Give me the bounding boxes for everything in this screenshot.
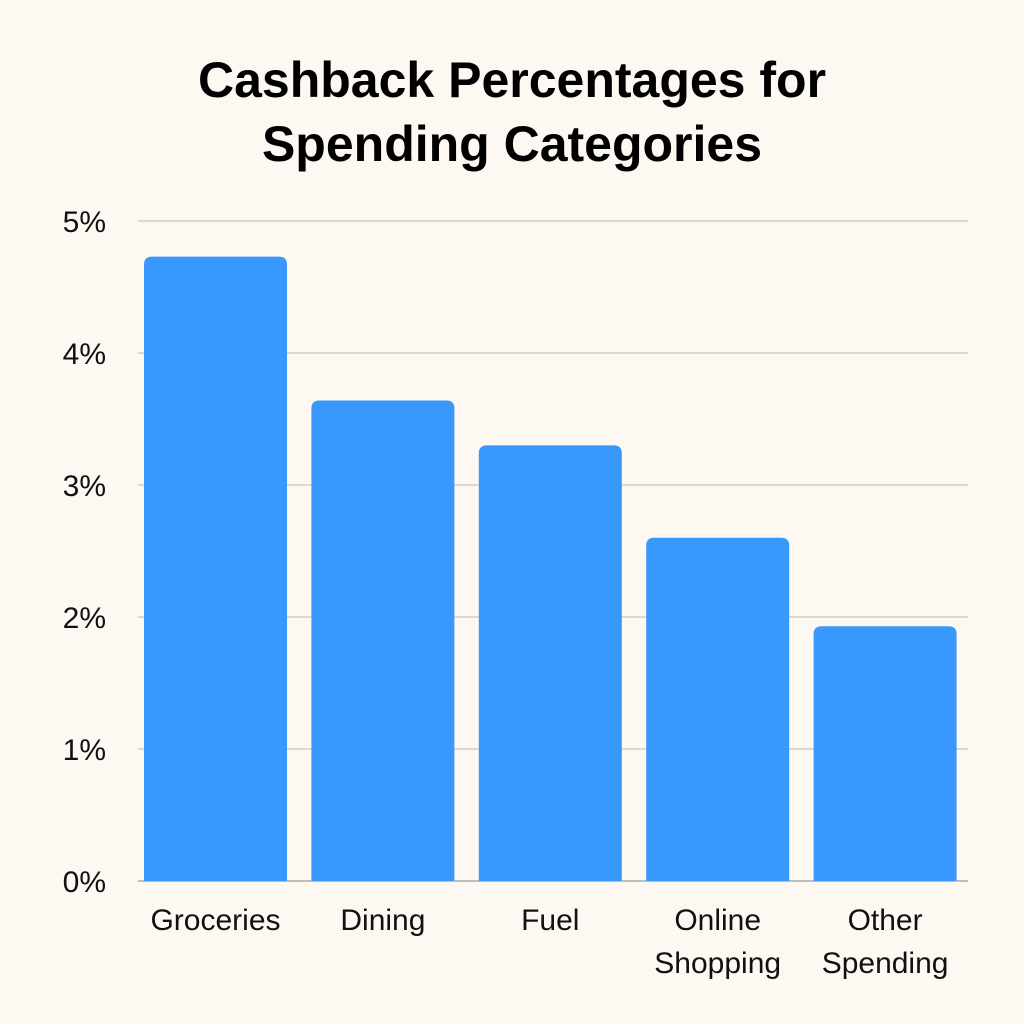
x-tick-label: Dining — [340, 904, 425, 937]
x-tick-label: Online — [674, 904, 761, 937]
bar-groceries — [144, 256, 287, 881]
y-tick-label: 1% — [63, 734, 106, 767]
y-tick-label: 4% — [63, 338, 106, 371]
x-tick-label: Fuel — [521, 904, 579, 937]
chart-title: Cashback Percentages for Spending Catego… — [0, 48, 1024, 176]
y-tick-label: 5% — [63, 206, 106, 239]
bar-other-spending — [813, 626, 957, 881]
bar-dining — [311, 400, 455, 881]
y-tick-label: 3% — [63, 470, 106, 503]
x-tick-label: Groceries — [150, 904, 280, 937]
x-tick-label: Spending — [822, 947, 949, 980]
x-tick-label: Other — [848, 904, 923, 937]
chart-title-line-1: Cashback Percentages for — [197, 52, 827, 108]
bar-fuel — [478, 445, 622, 881]
y-tick-label: 2% — [63, 602, 106, 635]
y-tick-label: 0% — [63, 866, 106, 899]
bar-online-shopping — [646, 537, 790, 881]
x-tick-label: Shopping — [654, 947, 781, 980]
chart-title-line-2: Spending Categories — [261, 116, 763, 172]
